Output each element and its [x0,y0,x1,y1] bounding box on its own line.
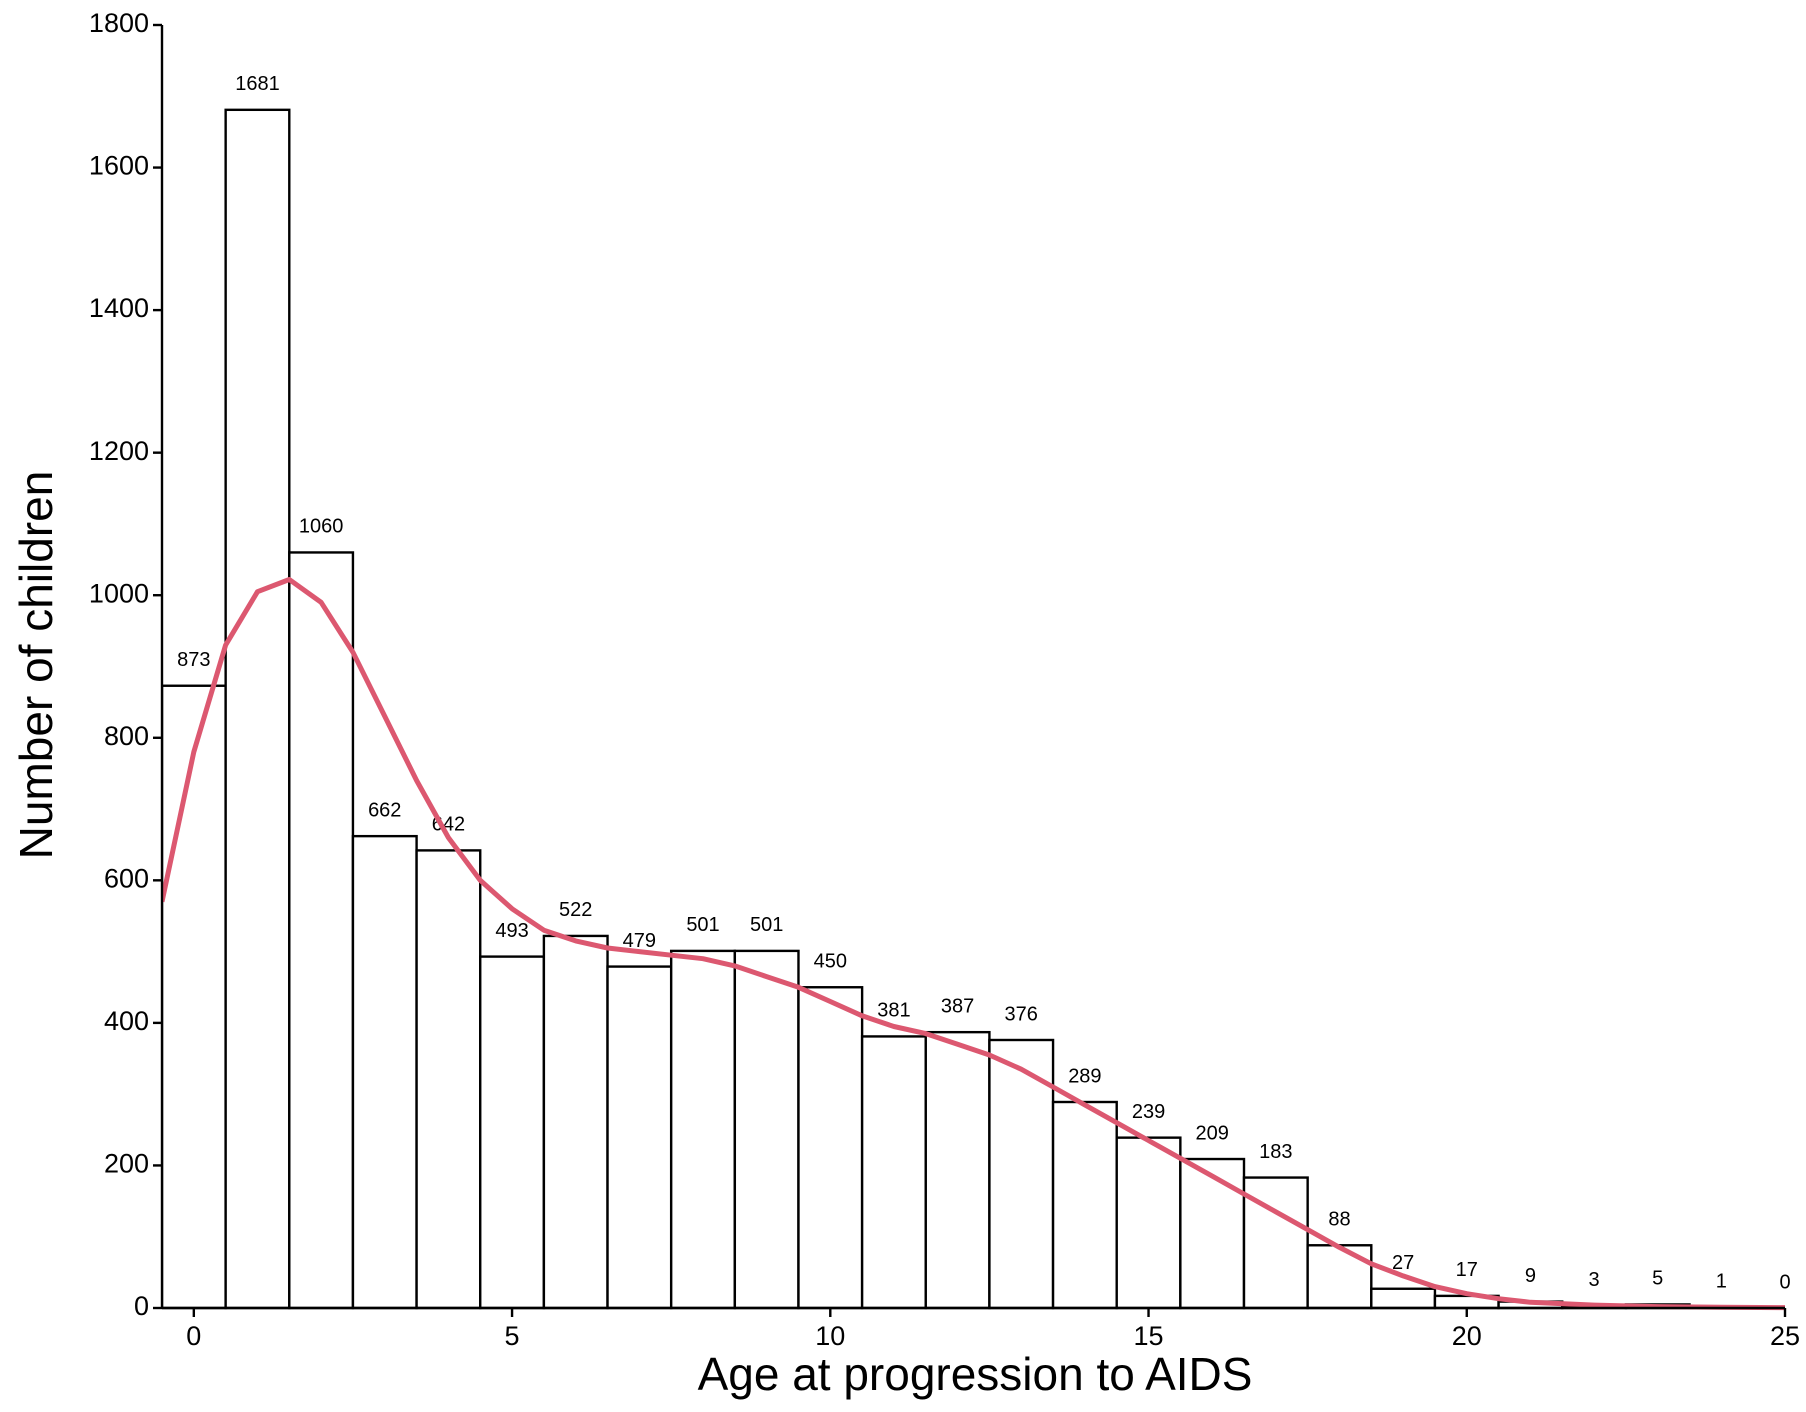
value-label: 27 [1392,1252,1414,1274]
value-label: 1060 [299,516,344,538]
value-label: 501 [750,914,783,936]
y-tick-label: 1000 [89,578,149,608]
y-tick-label: 800 [104,721,149,751]
value-label: 376 [1005,1003,1038,1025]
value-label: 381 [877,1000,910,1022]
bar [1051,1100,1118,1310]
bar [1115,1136,1182,1310]
value-label: 5 [1652,1268,1663,1290]
value-label: 0 [1779,1271,1790,1293]
value-label: 9 [1525,1265,1536,1287]
x-tick-label: 10 [815,1321,845,1351]
bar [351,834,418,1310]
x-tick-label: 20 [1452,1321,1482,1351]
value-label: 522 [559,899,592,921]
value-label: 387 [941,995,974,1017]
x-tick-label: 15 [1134,1321,1164,1351]
density-curve [162,577,1786,1311]
bar [479,955,546,1310]
y-tick-label: 1200 [89,436,149,466]
bar [224,108,291,1310]
y-tick-label: 200 [104,1149,149,1179]
value-label: 501 [686,914,719,936]
x-tick-label: 25 [1770,1321,1800,1351]
value-label: 662 [368,799,401,821]
bar [162,684,227,1310]
value-label: 479 [623,930,656,952]
value-label: 450 [814,951,847,973]
bar [288,551,355,1310]
value-label: 88 [1328,1209,1350,1231]
value-label: 239 [1132,1101,1165,1123]
x-tick-label: 5 [505,1321,520,1351]
bar [1306,1244,1373,1310]
value-label: 183 [1259,1141,1292,1163]
value-label: 17 [1456,1259,1478,1281]
y-tick-label: 0 [134,1291,149,1321]
value-label: 3 [1588,1269,1599,1291]
value-label: 1 [1716,1271,1727,1293]
y-tick-label: 1800 [89,8,149,38]
bar [733,949,800,1310]
bar [542,934,609,1310]
bar [924,1030,991,1310]
y-tick-label: 1400 [89,293,149,323]
bar [669,949,737,1310]
value-label: 493 [495,920,528,942]
y-tick-label: 1600 [89,151,149,181]
y-axis-title: Number of children [10,471,62,860]
bar [988,1038,1055,1310]
bar [415,849,482,1310]
bar [606,965,673,1310]
value-label: 873 [177,649,210,671]
y-tick-label: 600 [104,863,149,893]
value-label: 1681 [235,73,280,95]
bar [1370,1287,1437,1310]
value-label: 289 [1068,1065,1101,1087]
value-label: 209 [1195,1122,1228,1144]
bar [860,1035,927,1310]
bar [797,986,864,1310]
bar [1179,1157,1246,1310]
x-axis-title: Age at progression to AIDS [698,1348,1253,1400]
y-tick-label: 400 [104,1006,149,1036]
x-tick-label: 0 [186,1321,201,1351]
